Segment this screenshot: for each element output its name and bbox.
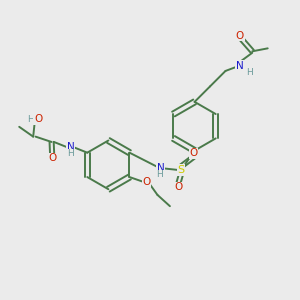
Text: O: O bbox=[34, 114, 42, 124]
Text: O: O bbox=[48, 153, 56, 163]
Text: H: H bbox=[156, 170, 163, 179]
Text: O: O bbox=[236, 31, 244, 40]
Text: O: O bbox=[190, 148, 198, 158]
Text: N: N bbox=[236, 61, 244, 70]
Text: N: N bbox=[67, 142, 75, 152]
Text: H: H bbox=[27, 115, 34, 124]
Text: O: O bbox=[142, 177, 151, 188]
Text: O: O bbox=[174, 182, 182, 193]
Text: H: H bbox=[67, 149, 74, 158]
Text: H: H bbox=[246, 68, 253, 76]
Text: N: N bbox=[157, 164, 164, 173]
Text: S: S bbox=[178, 165, 185, 175]
